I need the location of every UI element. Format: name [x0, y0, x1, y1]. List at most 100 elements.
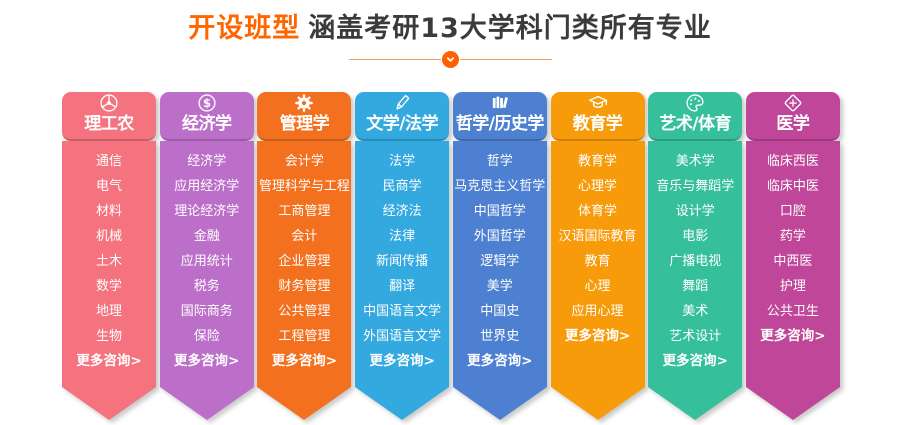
subject-link[interactable]: 生物	[95, 329, 122, 344]
subject-link[interactable]: 心理	[584, 279, 611, 294]
subject-link[interactable]: 工商管理	[278, 204, 331, 219]
subject-link[interactable]: 外国语言文学	[363, 329, 442, 344]
more-consult-link[interactable]: 更多咨询>	[467, 353, 533, 369]
category-ribbon-4: 文学/法学法学民商学经济法法律新闻传播翻译中国语言文学 外国语言文学 更多咨询>	[355, 88, 450, 420]
category-ribbons: 理工农 通信 电气 材料 机械 土木 数学 地理 生物 更多咨询> $ 经济学 经济学 应用经济学 理论经济…	[62, 88, 840, 420]
subject-link[interactable]: 经济法	[382, 204, 422, 219]
subject-link[interactable]: 数学	[95, 279, 122, 294]
subject-link[interactable]: 通信	[95, 154, 122, 169]
subject-list: 教育学心理学体育学汉语国际教育 教育心理应用心理更多咨询>	[550, 141, 645, 387]
page-title-rest: 涵盖考研13大学科门类所有专业	[308, 13, 712, 44]
category-header: 医学	[745, 92, 840, 141]
divider-line-left	[348, 58, 441, 60]
subject-link[interactable]: 财务管理	[278, 279, 331, 294]
more-consult-link[interactable]: 更多咨询>	[76, 353, 142, 369]
subject-link[interactable]: 护理	[779, 279, 806, 294]
category-header: 教育学	[550, 92, 645, 141]
category-title: 艺术/体育	[659, 114, 732, 134]
pencil-icon	[391, 92, 413, 114]
subject-link[interactable]: 税务	[193, 279, 220, 294]
subject-link[interactable]: 土木	[95, 254, 122, 269]
subject-link[interactable]: 电气	[95, 179, 122, 194]
subject-link[interactable]: 中国史	[480, 304, 520, 319]
subject-link[interactable]: 临床中医	[766, 179, 819, 194]
subject-link[interactable]: 音乐与舞蹈学	[656, 179, 735, 194]
subject-link[interactable]: 临床西医	[766, 154, 819, 169]
subject-link[interactable]: 设计学	[675, 204, 715, 219]
subject-link[interactable]: 外国哲学	[473, 229, 526, 244]
subject-link[interactable]: 美术学	[675, 154, 715, 169]
subject-link[interactable]: 应用经济学	[174, 179, 240, 194]
category-title: 教育学	[572, 114, 623, 134]
subject-link[interactable]: 逻辑学	[480, 254, 520, 269]
subject-link[interactable]: 会计学	[284, 154, 324, 169]
more-consult-link[interactable]: 更多咨询>	[271, 353, 338, 369]
category-header: 文学/法学	[355, 92, 450, 141]
subject-link[interactable]: 金融	[193, 229, 220, 244]
palette-icon	[684, 92, 706, 114]
category-ribbon-6: 教育学 教育学 心理学 体育学 汉语国际教育 教育 心理 应用心理 更多咨询>	[550, 88, 645, 420]
more-consult-link[interactable]: 更多咨询>	[564, 328, 631, 344]
subject-link[interactable]: 应用心理	[571, 304, 624, 319]
subject-link[interactable]: 经济学	[187, 154, 227, 169]
category-title: 管理学	[279, 114, 330, 134]
subject-link[interactable]: 地理	[95, 304, 122, 319]
subject-link[interactable]: 法学	[389, 154, 416, 169]
category-header: 理工农	[62, 92, 156, 141]
books-icon	[489, 92, 511, 114]
more-consult-link[interactable]: 更多咨询>	[760, 328, 826, 344]
subject-link[interactable]: 应用统计	[180, 254, 233, 269]
subject-link[interactable]: 体育学	[578, 204, 618, 219]
subject-link[interactable]: 新闻传播	[376, 254, 429, 269]
category-ribbon-8: 医学临床西医临床中医口腔药学中西医护理公共卫生更多咨询>	[745, 88, 840, 420]
divider-line-right	[459, 58, 552, 60]
subject-link[interactable]: 公共卫生	[766, 304, 819, 319]
gear-icon	[293, 92, 315, 114]
subject-link[interactable]: 电影	[682, 229, 709, 244]
category-header: 哲学/历史学	[452, 92, 547, 141]
subject-link[interactable]: 国际商务	[180, 304, 233, 319]
subject-link[interactable]: 世界史	[480, 329, 520, 344]
subject-link[interactable]: 教育学	[578, 154, 618, 169]
subject-link[interactable]: 民商学	[382, 179, 422, 194]
ribbon-tail	[452, 387, 547, 420]
subject-link[interactable]: 美学	[486, 279, 513, 294]
subject-link[interactable]: 中西医	[773, 254, 813, 269]
subject-link[interactable]: 会计	[291, 229, 318, 244]
subject-link[interactable]: 理论经济学	[174, 204, 240, 219]
subject-link[interactable]: 管理科学与工程	[258, 179, 350, 194]
subject-link[interactable]: 翻译	[389, 279, 416, 294]
subject-list: 临床西医临床中医口腔药学中西医护理公共卫生更多咨询>	[745, 141, 840, 387]
more-consult-link[interactable]: 更多咨询>	[174, 353, 240, 369]
subject-link[interactable]: 舞蹈	[682, 279, 709, 294]
subject-link[interactable]: 心理学	[578, 179, 618, 194]
subject-link[interactable]: 教育	[584, 254, 611, 269]
subject-link[interactable]: 哲学	[486, 154, 513, 169]
subject-link[interactable]: 药学	[779, 229, 806, 244]
subject-link[interactable]: 汉语国际教育	[558, 229, 637, 244]
subject-link[interactable]: 口腔	[779, 204, 806, 219]
subject-link[interactable]: 中国哲学	[473, 204, 526, 219]
subject-link[interactable]: 中国语言文学	[363, 304, 442, 319]
subject-link[interactable]: 工程管理	[278, 329, 331, 344]
svg-text:$: $	[203, 96, 211, 110]
subject-link[interactable]: 公共管理	[278, 304, 331, 319]
subject-link[interactable]: 马克思主义哲学	[454, 179, 546, 194]
graduation-cap-icon	[587, 92, 609, 114]
subject-link[interactable]: 艺术设计	[669, 329, 722, 344]
ribbon-tail	[62, 387, 156, 420]
category-ribbon-3: 管理学会计学管理科学与工程 工商管理会计企业管理财务管理公共管理工程管理更多咨询>	[257, 88, 352, 420]
subject-link[interactable]: 保险	[193, 329, 220, 344]
category-title: 医学	[776, 114, 810, 134]
ribbon-tail	[257, 387, 352, 420]
title-divider	[0, 50, 900, 68]
subject-link[interactable]: 机械	[95, 229, 122, 244]
subject-link[interactable]: 材料	[95, 204, 122, 219]
more-consult-link[interactable]: 更多咨询>	[662, 353, 728, 369]
subject-link[interactable]: 法律	[389, 229, 416, 244]
more-consult-link[interactable]: 更多咨询>	[369, 353, 435, 369]
subject-link[interactable]: 美术	[682, 304, 709, 319]
subject-link[interactable]: 广播电视	[669, 254, 722, 269]
subject-link[interactable]: 企业管理	[278, 254, 331, 269]
